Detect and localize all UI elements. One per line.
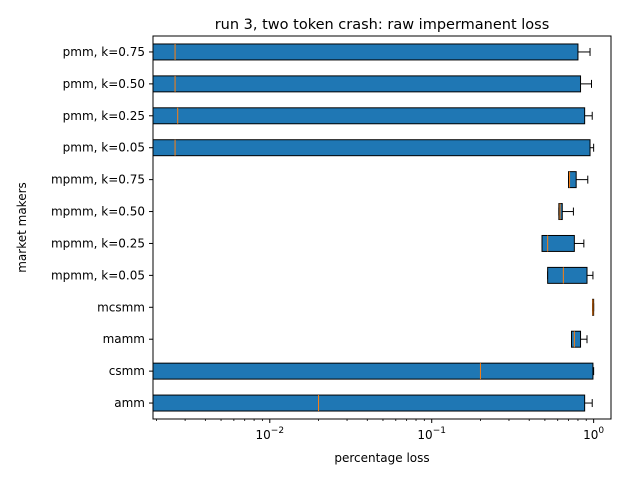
y-tick-label: pmm, k=0.75 <box>63 45 145 59</box>
box <box>152 107 586 125</box>
x-axis-label: percentage loss <box>334 451 429 465</box>
y-tick-label: mamm <box>103 332 145 346</box>
y-tick-label: mpmm, k=0.05 <box>51 268 145 282</box>
x-tick-label: 10−1 <box>417 426 446 442</box>
y-tick-label: mcsmm <box>97 300 145 314</box>
y-axis-label: market makers <box>15 182 29 273</box>
box <box>571 330 582 348</box>
y-tick-label: amm <box>114 396 145 410</box>
box <box>152 362 594 380</box>
box <box>152 75 582 93</box>
x-tick-label: 100 <box>583 426 604 442</box>
box <box>152 139 591 157</box>
plot-area: pmm, k=0.75 pmm, k=0.50 pmm, k=0.25 pmm, k=… <box>51 43 604 442</box>
box <box>152 43 579 61</box>
y-tick-label: mpmm, k=0.50 <box>51 205 145 219</box>
box <box>568 171 577 189</box>
y-tick-label: pmm, k=0.25 <box>63 109 145 123</box>
box <box>547 266 588 284</box>
box <box>558 203 563 221</box>
box <box>541 234 575 252</box>
chart-title: run 3, two token crash: raw impermanent … <box>215 17 550 33</box>
y-tick-label: mpmm, k=0.75 <box>51 173 145 187</box>
y-tick-label: pmm, k=0.05 <box>63 141 145 155</box>
y-tick-label: csmm <box>109 364 145 378</box>
box <box>152 394 586 412</box>
x-tick-label: 10−2 <box>256 426 285 442</box>
y-tick-label: pmm, k=0.50 <box>63 77 145 91</box>
axes-frame <box>152 35 612 420</box>
y-tick-label: mpmm, k=0.25 <box>51 236 145 250</box>
